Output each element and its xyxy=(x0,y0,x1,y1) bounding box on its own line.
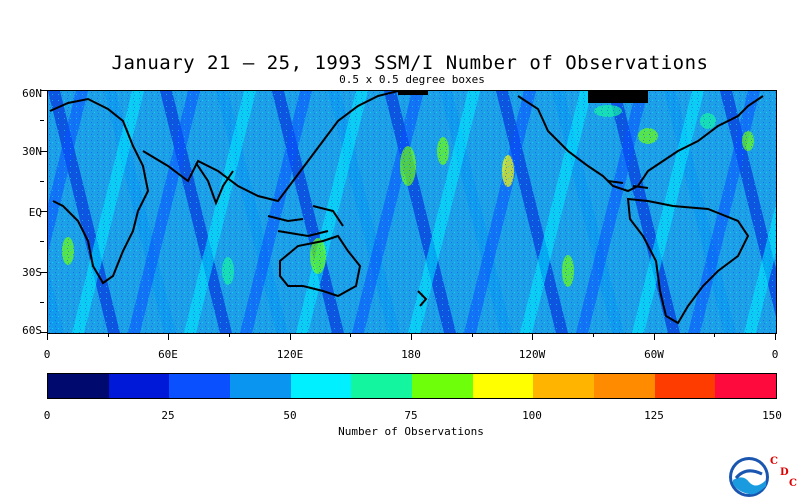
logo-letter-c2: C xyxy=(789,478,797,489)
colorbar-cell xyxy=(412,374,473,398)
axis-tick xyxy=(290,333,291,340)
map-title: January 21 – 25, 1993 SSM/I Number of Ob… xyxy=(111,52,709,74)
axis-tick xyxy=(593,333,594,337)
axis-tick xyxy=(350,333,351,337)
lat-label-30n: 30N xyxy=(22,145,42,158)
australia-coastline xyxy=(279,234,362,298)
colorbar-tick-125: 125 xyxy=(644,409,664,422)
caribbean-coastline xyxy=(607,180,649,189)
axis-tick xyxy=(47,333,48,340)
observation-map xyxy=(47,90,777,334)
lon-label-60w: 60W xyxy=(644,348,664,361)
africa-coastline xyxy=(49,97,150,285)
axis-tick xyxy=(532,333,533,340)
lat-label-30s: 30S xyxy=(22,266,42,279)
colorbar-tick-25: 25 xyxy=(161,409,175,422)
new-zealand-coastline xyxy=(417,290,428,307)
axis-tick xyxy=(40,332,47,333)
colorbar xyxy=(47,373,777,399)
indonesia-coastline xyxy=(267,205,344,238)
arctic-landmass-2 xyxy=(398,91,428,95)
axis-tick xyxy=(40,151,47,152)
map-subtitle: 0.5 x 0.5 degree boxes xyxy=(339,73,485,86)
colorbar-cell xyxy=(48,374,109,398)
axis-tick xyxy=(40,272,47,273)
axis-tick xyxy=(40,241,44,242)
colorbar-cell xyxy=(654,374,716,398)
colorbar-cell xyxy=(594,374,655,398)
logo-letter-d: D xyxy=(780,467,789,478)
colorbar-cell xyxy=(290,374,352,398)
colorbar-tick-50: 50 xyxy=(283,409,297,422)
colorbar-cell xyxy=(230,374,291,398)
lon-label-60e: 60E xyxy=(158,348,178,361)
noaa-logo-icon xyxy=(729,457,769,497)
colorbar-cell xyxy=(351,374,413,398)
colorbar-cell xyxy=(472,374,534,398)
lon-label-0-end: 0 xyxy=(771,348,779,361)
colorbar-cell xyxy=(533,374,595,398)
colorbar-tick-75: 75 xyxy=(404,409,418,422)
colorbar-cell xyxy=(108,374,170,398)
axis-tick xyxy=(472,333,473,337)
axis-tick xyxy=(411,333,412,340)
axis-tick xyxy=(714,333,715,337)
asia-coastline xyxy=(142,91,399,203)
logo-letter-c1: C xyxy=(770,456,778,467)
lon-label-120w: 120W xyxy=(518,348,546,361)
colorbar-title: Number of Observations xyxy=(338,425,484,438)
colorbar-cell xyxy=(169,374,231,398)
lat-label-eq: EQ xyxy=(28,206,42,219)
axis-tick xyxy=(40,120,44,121)
axis-tick xyxy=(40,90,47,91)
lon-label-0: 0 xyxy=(43,348,51,361)
lat-label-60n: 60N xyxy=(22,87,42,100)
colorbar-cell xyxy=(715,374,777,398)
axis-tick xyxy=(775,333,776,340)
axis-tick xyxy=(40,302,44,303)
axis-tick xyxy=(108,333,109,337)
axis-tick xyxy=(168,333,169,340)
lat-label-60s: 60S xyxy=(22,324,42,337)
arctic-landmass xyxy=(588,91,648,103)
lon-label-120e: 120E xyxy=(276,348,304,361)
axis-tick xyxy=(40,181,44,182)
axis-tick xyxy=(40,211,47,212)
south-america-coastline xyxy=(626,197,750,325)
colorbar-tick-150: 150 xyxy=(762,409,782,422)
observation-heatmap xyxy=(48,91,776,333)
colorbar-tick-0: 0 xyxy=(43,409,51,422)
lon-label-180: 180 xyxy=(401,348,421,361)
india-coastline xyxy=(195,162,234,206)
coastlines xyxy=(49,91,764,325)
colorbar-tick-100: 100 xyxy=(522,409,542,422)
axis-tick xyxy=(229,333,230,337)
axis-tick xyxy=(654,333,655,340)
